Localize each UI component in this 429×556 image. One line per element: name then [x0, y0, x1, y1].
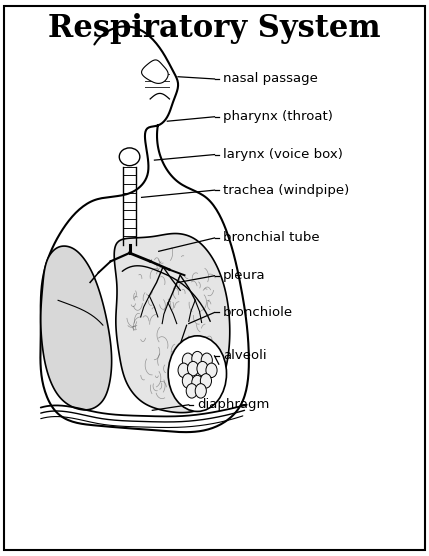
Text: trachea (windpipe): trachea (windpipe)	[223, 183, 349, 197]
Circle shape	[201, 353, 212, 368]
Polygon shape	[41, 246, 112, 410]
Polygon shape	[142, 60, 168, 83]
Circle shape	[195, 384, 206, 398]
Polygon shape	[114, 234, 230, 413]
Circle shape	[168, 336, 227, 411]
Text: Respiratory System: Respiratory System	[48, 13, 381, 44]
Circle shape	[192, 351, 203, 366]
Circle shape	[178, 363, 189, 378]
Circle shape	[187, 361, 199, 376]
Ellipse shape	[119, 148, 140, 166]
Text: nasal passage: nasal passage	[223, 72, 318, 86]
Circle shape	[186, 384, 197, 398]
Text: diaphragm: diaphragm	[197, 398, 270, 411]
Circle shape	[206, 363, 217, 378]
Circle shape	[182, 353, 193, 368]
Text: pharynx (throat): pharynx (throat)	[223, 110, 333, 123]
Text: bronchiole: bronchiole	[223, 306, 293, 319]
Text: larynx (voice box): larynx (voice box)	[223, 148, 343, 161]
Circle shape	[192, 375, 203, 390]
Circle shape	[182, 374, 193, 388]
Text: pleura: pleura	[223, 269, 266, 282]
Circle shape	[197, 361, 208, 376]
Text: bronchial tube: bronchial tube	[223, 231, 320, 245]
Text: alveoli: alveoli	[223, 349, 267, 363]
Circle shape	[200, 374, 211, 388]
